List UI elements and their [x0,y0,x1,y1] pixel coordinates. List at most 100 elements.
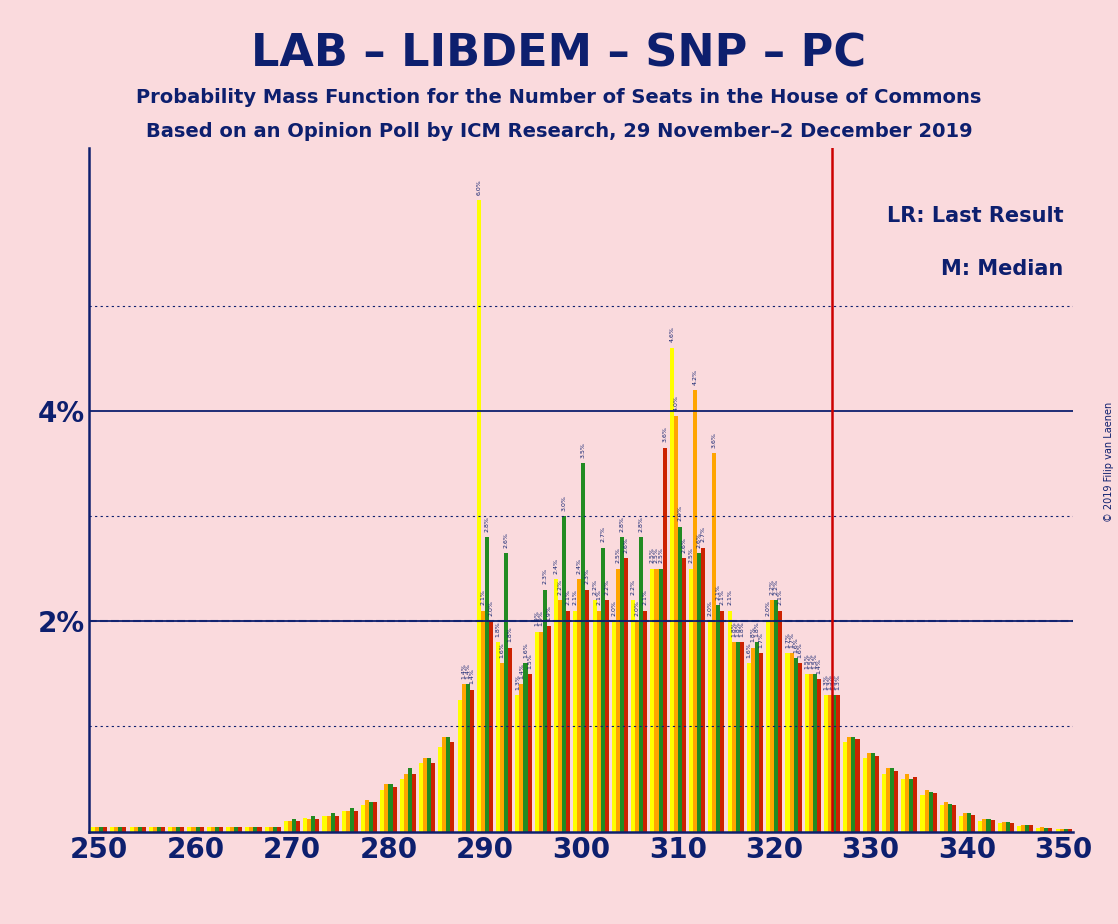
Bar [268,827,273,832]
Text: © 2019 Filip van Laenen: © 2019 Filip van Laenen [1105,402,1114,522]
Bar [1006,822,1010,832]
Bar [465,685,470,832]
Text: 1.5%: 1.5% [527,652,532,669]
Text: 2.8%: 2.8% [619,516,625,532]
Bar [766,621,770,832]
Bar [547,626,551,832]
Bar [794,658,797,832]
Bar [770,601,775,832]
Text: 2.1%: 2.1% [566,590,570,605]
Bar [350,808,354,832]
Bar [515,695,520,832]
Text: 1.4%: 1.4% [461,663,466,679]
Bar [334,816,339,832]
Text: 2.5%: 2.5% [659,548,663,564]
Text: LAB – LIBDEM – SNP – PC: LAB – LIBDEM – SNP – PC [252,32,866,76]
Bar [894,771,898,832]
Bar [901,779,906,832]
Bar [111,827,114,832]
Bar [342,810,345,832]
Text: 1.8%: 1.8% [731,621,736,637]
Text: 2.2%: 2.2% [604,579,609,595]
Text: 1.9%: 1.9% [547,605,551,621]
Bar [624,558,628,832]
Bar [616,568,620,832]
Bar [432,763,435,832]
Bar [331,813,334,832]
Bar [612,621,616,832]
Bar [191,827,196,832]
Bar [689,568,693,832]
Text: 2.3%: 2.3% [585,568,590,584]
Text: 1.6%: 1.6% [500,642,504,658]
Bar [496,642,500,832]
Bar [747,663,751,832]
Bar [566,611,570,832]
Bar [929,792,932,832]
Text: 2.1%: 2.1% [596,590,601,605]
Bar [138,827,142,832]
Bar [485,537,489,832]
Bar [265,827,268,832]
Bar [277,827,281,832]
Bar [843,742,847,832]
Bar [674,416,678,832]
Bar [427,758,432,832]
Text: 2.9%: 2.9% [678,505,682,521]
Bar [871,753,874,832]
Bar [489,621,493,832]
Text: 1.6%: 1.6% [793,637,798,652]
Bar [200,827,203,832]
Bar [586,590,589,832]
Bar [149,827,153,832]
Bar [1040,827,1044,832]
Bar [1036,829,1040,832]
Text: 1.8%: 1.8% [736,621,740,637]
Bar [824,695,828,832]
Bar [1049,829,1052,832]
Bar [866,753,871,832]
Text: 1.7%: 1.7% [785,632,790,648]
Bar [142,827,145,832]
Text: 4.2%: 4.2% [692,369,698,384]
Text: 3.5%: 3.5% [581,443,586,458]
Bar [288,821,292,832]
Bar [311,816,315,832]
Text: 2.6%: 2.6% [681,537,686,553]
Bar [797,663,802,832]
Bar [978,821,983,832]
Bar [751,648,755,832]
Bar [411,773,416,832]
Text: 1.7%: 1.7% [789,632,794,648]
Bar [130,827,134,832]
Bar [1055,830,1060,832]
Bar [959,816,963,832]
Text: 2.5%: 2.5% [615,548,620,564]
Text: 4.6%: 4.6% [670,326,674,343]
Bar [462,685,465,832]
Bar [932,793,937,832]
Bar [885,769,890,832]
Bar [254,827,257,832]
Bar [91,827,95,832]
Bar [296,821,300,832]
Bar [157,827,161,832]
Bar [114,827,119,832]
Text: 1.3%: 1.3% [836,674,841,689]
Text: 2.0%: 2.0% [612,600,616,616]
Text: 2.6%: 2.6% [697,531,702,548]
Bar [470,689,474,832]
Text: 1.9%: 1.9% [534,611,539,626]
Bar [940,806,944,832]
Bar [542,590,547,832]
Bar [226,827,230,832]
Text: 1.3%: 1.3% [827,674,833,689]
Text: 2.1%: 2.1% [643,590,647,605]
Bar [983,819,986,832]
Bar [967,813,972,832]
Bar [813,674,817,832]
Bar [219,827,222,832]
Bar [322,816,326,832]
Bar [659,568,663,832]
Bar [134,827,138,832]
